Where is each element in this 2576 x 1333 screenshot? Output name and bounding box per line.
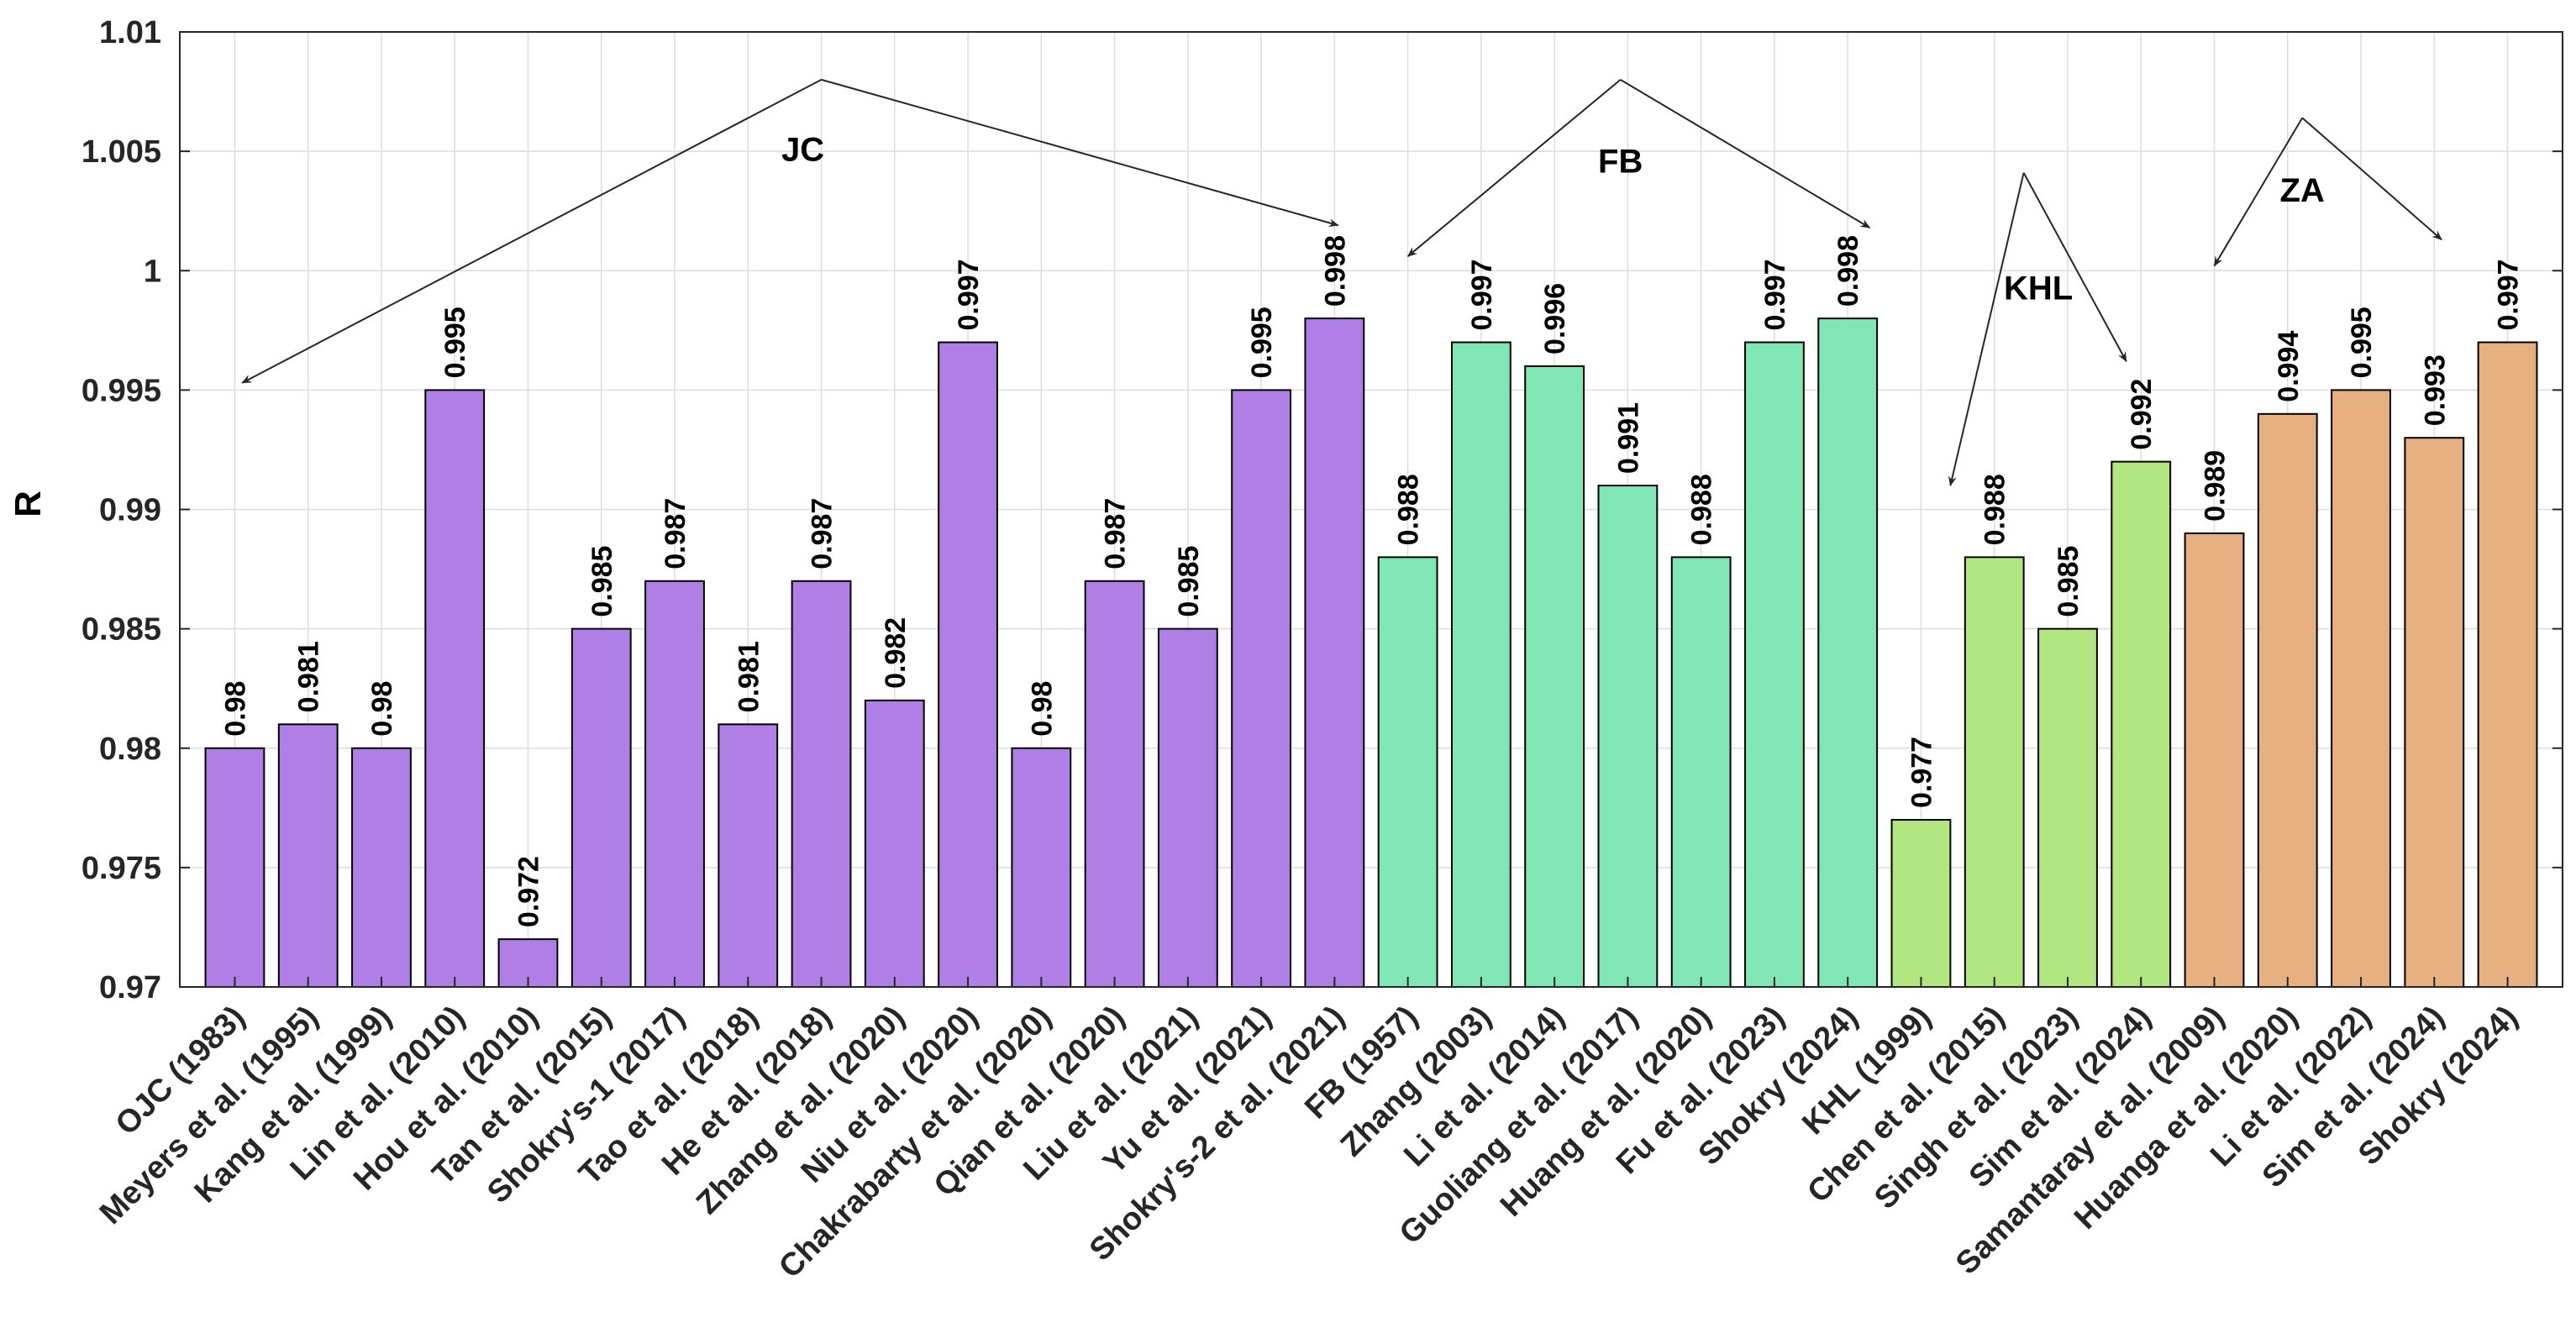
bar <box>1231 389 1292 988</box>
khl-arrow-left <box>1948 172 2025 487</box>
bar <box>1670 556 1732 988</box>
bar <box>1084 580 1145 989</box>
bar <box>1157 627 1218 988</box>
bar <box>351 747 412 988</box>
bar-value-label: 0.981 <box>293 641 325 712</box>
y-tick-label: 0.98 <box>99 732 161 767</box>
bar-value-label: 0.98 <box>219 681 251 737</box>
bar <box>938 341 998 988</box>
bar-value-label: 0.996 <box>1539 283 1571 354</box>
jc-arrow-left <box>241 78 823 384</box>
bar <box>1011 747 1072 988</box>
bar-value-label: 0.991 <box>1612 402 1644 474</box>
bars <box>204 318 2538 989</box>
fb-arrow-right <box>1620 78 1871 228</box>
bar-value-label: 0.981 <box>733 641 765 712</box>
bar-value-label: 0.987 <box>807 498 839 569</box>
bar <box>644 580 705 989</box>
y-tick-label: 0.97 <box>99 970 161 1005</box>
bar-value-label: 0.992 <box>2126 379 2158 450</box>
bar <box>1304 318 1365 989</box>
group-annotations: JC FB KHL ZA <box>241 78 2442 487</box>
za-arrow-right <box>2301 117 2442 241</box>
bar <box>1524 365 1585 988</box>
bar-value-label: 0.985 <box>2053 546 2084 617</box>
y-axis-title: R <box>8 491 49 517</box>
bar-value-label: 0.998 <box>1832 235 1864 307</box>
bar-value-label: 0.995 <box>2346 307 2378 378</box>
bar-value-label: 0.997 <box>2493 259 2525 330</box>
bar <box>2184 532 2245 988</box>
y-tick-label: 0.99 <box>99 493 161 528</box>
y-tick-label: 0.975 <box>81 851 161 886</box>
bar-value-label: 0.997 <box>1759 259 1791 330</box>
khl-arrow-right <box>2022 172 2127 363</box>
y-axis-ticks: 0.97 0.975 0.98 0.985 0.99 0.995 1 1.005 1.01 <box>81 15 2563 1005</box>
y-tick-label: 0.995 <box>81 373 161 408</box>
bar-value-label: 0.989 <box>2200 450 2232 522</box>
bar-value-label: 0.987 <box>1100 498 1132 569</box>
bar <box>570 627 632 988</box>
bar <box>1377 556 1438 988</box>
za-group-label: ZA <box>2280 172 2325 209</box>
za-arrow-left <box>2213 117 2304 267</box>
y-tick-label: 1 <box>144 254 161 289</box>
bar <box>2331 389 2391 988</box>
bar-value-label: 0.98 <box>1026 681 1058 737</box>
bar-value-label: 0.998 <box>1319 235 1351 307</box>
fb-arrow-left <box>1406 79 1622 257</box>
bar-value-label: 0.987 <box>660 498 691 569</box>
bar-value-label: 0.997 <box>953 259 985 330</box>
jc-group-label: JC <box>781 131 824 168</box>
bar <box>791 580 852 989</box>
jc-arrow-right <box>821 78 1339 228</box>
y-tick-label: 0.985 <box>81 612 161 648</box>
bar <box>2477 341 2538 988</box>
bar-value-label: 0.985 <box>586 546 618 617</box>
bar <box>718 723 779 988</box>
bar <box>1964 556 2025 988</box>
khl-group-label: KHL <box>2004 270 2073 307</box>
bar <box>2037 627 2098 988</box>
y-tick-label: 1.005 <box>81 134 161 170</box>
bar <box>424 389 486 988</box>
fb-group-label: FB <box>1598 144 1643 181</box>
bar-value-label: 0.993 <box>2419 354 2451 426</box>
bar <box>204 747 265 988</box>
bar-value-labels: 0.98 0.981 0.98 0.995 0.972 0.985 0.987 0.981 0.… <box>219 235 2524 927</box>
bar <box>2257 412 2318 988</box>
bar-value-label: 0.988 <box>1979 474 2011 545</box>
bar-value-label: 0.985 <box>1173 546 1205 617</box>
bar-value-label: 0.982 <box>880 617 912 689</box>
bar-value-label: 0.994 <box>2273 331 2305 402</box>
bar <box>1744 341 1805 988</box>
bar-value-label: 0.995 <box>439 307 471 378</box>
bar-value-label: 0.977 <box>1906 737 1937 808</box>
bar-value-label: 0.98 <box>366 681 398 737</box>
bar <box>2111 460 2172 988</box>
bar <box>277 723 339 988</box>
bar-value-label: 0.972 <box>513 856 544 927</box>
bar-value-label: 0.988 <box>1393 474 1425 545</box>
bar <box>864 699 925 989</box>
y-tick-label: 1.01 <box>99 15 161 50</box>
bar <box>2404 437 2465 988</box>
bar <box>1817 318 1879 989</box>
bar <box>1597 485 1659 988</box>
bar-value-label: 0.997 <box>1466 259 1498 330</box>
bar-value-label: 0.988 <box>1686 474 1718 545</box>
bar-value-label: 0.995 <box>1246 307 1278 378</box>
bar <box>1450 341 1511 988</box>
bar <box>1890 819 1952 989</box>
